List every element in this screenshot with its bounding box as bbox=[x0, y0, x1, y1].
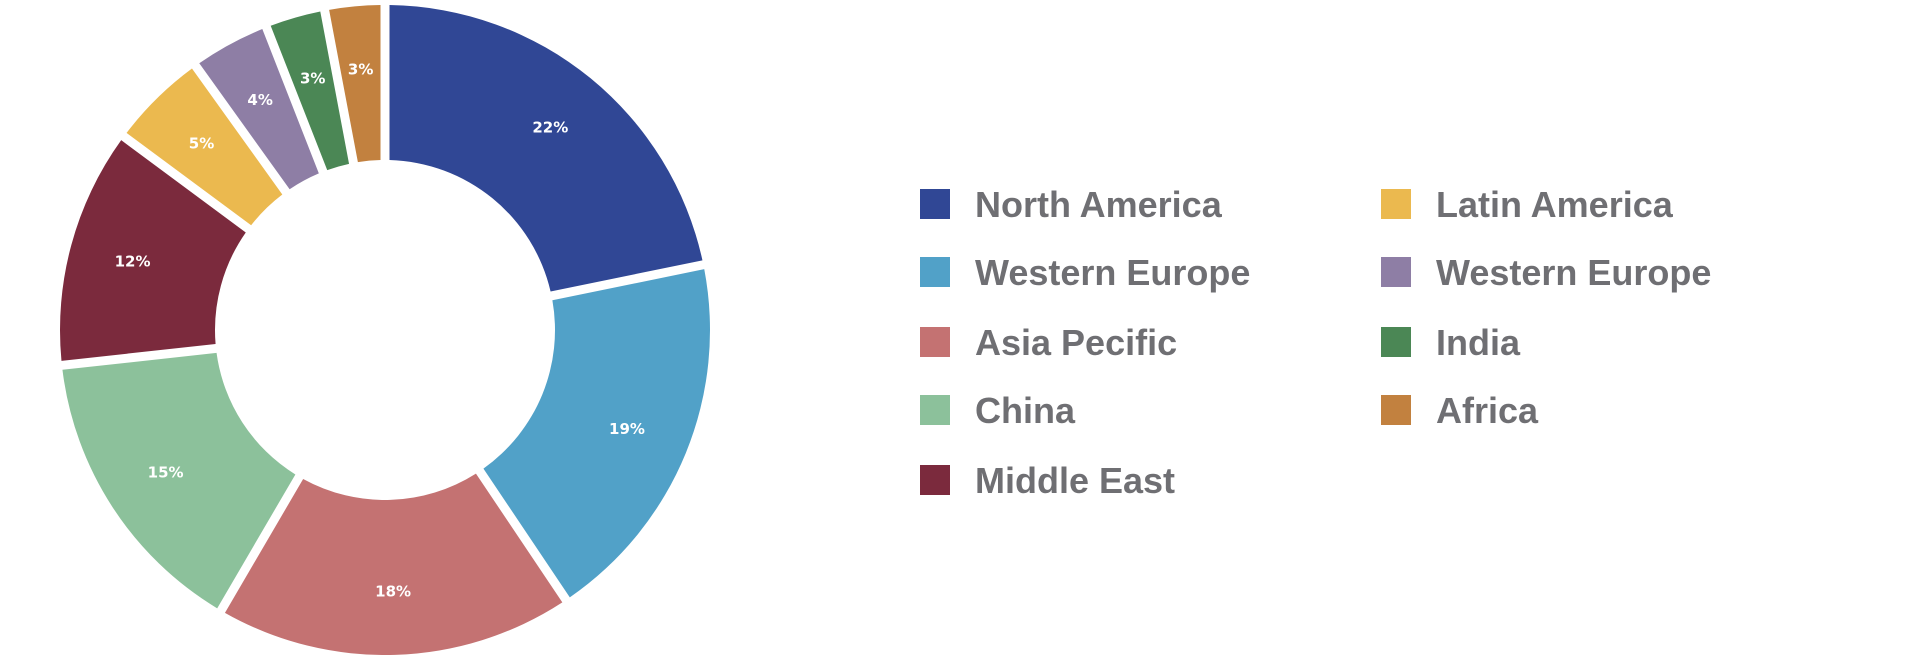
legend-item-latin-america-5: Latin America bbox=[1381, 184, 1674, 225]
slice-latin-america-5 bbox=[126, 68, 283, 226]
legend-item-middle-east-4: Middle East bbox=[920, 460, 1175, 501]
legend-label: Asia Pecific bbox=[975, 322, 1177, 363]
legend-label: Middle East bbox=[975, 460, 1175, 501]
slice-label-8: 3% bbox=[348, 61, 373, 79]
slice-labels: 22% 19% 18% 15% 12% 5% 4% 3% 3% bbox=[115, 61, 645, 601]
slice-label-7: 3% bbox=[300, 70, 325, 88]
legend-label: Latin America bbox=[1436, 184, 1674, 225]
legend-item-china-3: China bbox=[920, 390, 1076, 431]
slice-label-3: 15% bbox=[148, 463, 184, 481]
donut-slices bbox=[60, 5, 711, 655]
legend-item-north-america-0: North America bbox=[920, 184, 1223, 225]
legend-item-western-europe-1: Western Europe bbox=[920, 252, 1250, 293]
legend: North America Western Europe Asia Pecific C… bbox=[920, 184, 1711, 501]
slice-label-0: 22% bbox=[532, 118, 568, 136]
legend-swatch bbox=[920, 395, 950, 425]
slice-africa-8 bbox=[329, 5, 381, 163]
slice-label-4: 12% bbox=[115, 253, 151, 271]
legend-swatch bbox=[920, 465, 950, 495]
legend-swatch bbox=[920, 327, 950, 357]
legend-label: Western Europe bbox=[1436, 252, 1711, 293]
legend-swatch bbox=[1381, 257, 1411, 287]
legend-label: Western Europe bbox=[975, 252, 1250, 293]
legend-label: Africa bbox=[1436, 390, 1539, 431]
legend-item-africa-8: Africa bbox=[1381, 390, 1539, 431]
slice-middle-east-4 bbox=[60, 140, 246, 361]
slice-label-5: 5% bbox=[189, 135, 214, 153]
legend-item-western-europe-6: Western Europe bbox=[1381, 252, 1711, 293]
slice-label-1: 19% bbox=[609, 420, 645, 438]
legend-swatch bbox=[1381, 327, 1411, 357]
slice-north-america-0 bbox=[389, 5, 703, 292]
slice-asia-pecific-2 bbox=[224, 473, 563, 655]
slice-western-europe-6 bbox=[199, 29, 319, 190]
legend-item-asia-pecific-2: Asia Pecific bbox=[920, 322, 1177, 363]
legend-swatch bbox=[1381, 189, 1411, 219]
slice-label-6: 4% bbox=[247, 91, 272, 109]
legend-swatch bbox=[920, 189, 950, 219]
legend-swatch bbox=[920, 257, 950, 287]
slice-western-europe-1 bbox=[483, 269, 711, 598]
legend-label: China bbox=[975, 390, 1076, 431]
slice-label-2: 18% bbox=[375, 582, 411, 600]
legend-swatch bbox=[1381, 395, 1411, 425]
legend-item-india-7: India bbox=[1381, 322, 1521, 363]
slice-india-7 bbox=[270, 11, 350, 171]
slice-china-3 bbox=[62, 352, 296, 609]
legend-label: North America bbox=[975, 184, 1223, 225]
legend-label: India bbox=[1436, 322, 1521, 363]
